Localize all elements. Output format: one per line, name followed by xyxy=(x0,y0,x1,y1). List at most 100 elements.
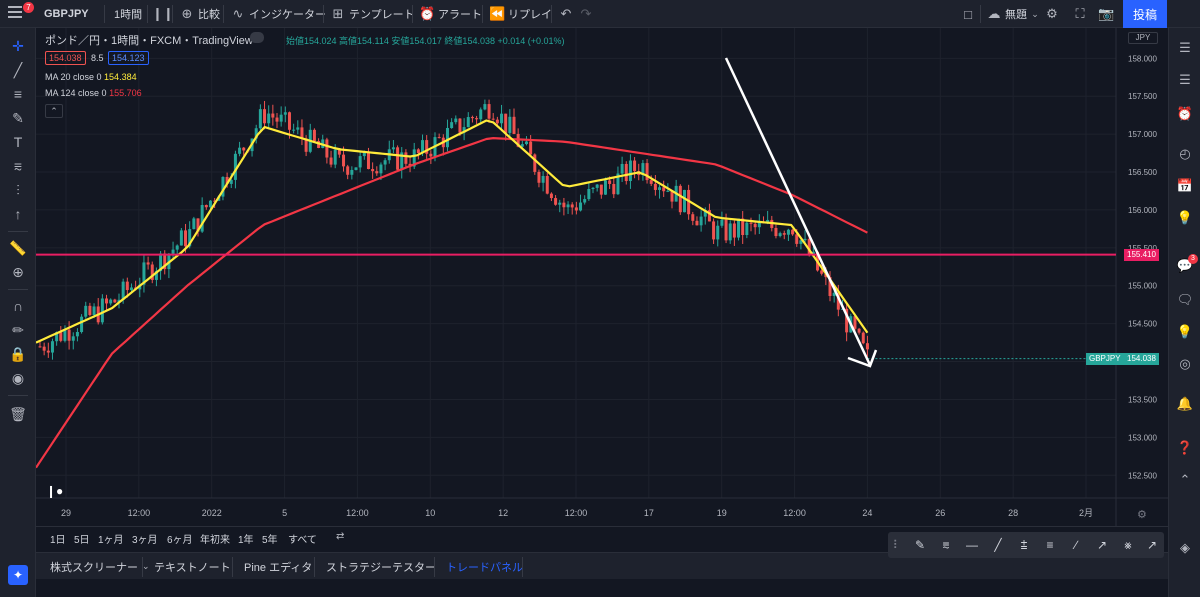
toggle-pill-icon[interactable] xyxy=(250,32,264,43)
compare-button[interactable]: ⊕ 比較 xyxy=(179,0,220,28)
period-5y[interactable]: 5年 xyxy=(262,535,278,546)
ruler-icon[interactable]: 📏 xyxy=(9,239,27,256)
time-tick-label: 12:00 xyxy=(128,508,151,518)
arrow-up-icon[interactable]: ↑ xyxy=(14,206,22,222)
zoom-in-icon[interactable]: ⊕ xyxy=(12,263,24,280)
hotlist-icon[interactable]: ☰ xyxy=(1179,72,1191,87)
drag-handle-icon[interactable]: ⠇ xyxy=(892,538,902,552)
pencil-lock-icon[interactable]: ✏ xyxy=(12,321,24,338)
period-3m[interactable]: 3ヶ月 xyxy=(132,535,158,546)
pattern-icon[interactable]: ⩳ xyxy=(13,157,23,174)
alert-button[interactable]: ⏰ アラート xyxy=(419,0,482,28)
top-toolbar: 7 GBPJPY 1時間 ❙❙ ⊕ 比較 ∿ インジケーター ⊞ テンプレート ⏰ アラ… xyxy=(0,0,1200,28)
tab-trading-panel[interactable]: トレードパネル xyxy=(446,561,523,574)
collapse-panel-icon[interactable]: ⌃ xyxy=(1179,472,1191,487)
sell-price-box[interactable]: 154.038 xyxy=(45,51,86,65)
undo-button[interactable]: ↶ xyxy=(558,0,577,28)
interval-button[interactable]: 1時間 xyxy=(114,9,143,21)
parallel-channel-icon[interactable]: ≡ xyxy=(1046,538,1054,552)
period-ytd[interactable]: 年初来 xyxy=(200,535,230,546)
crosshair-icon[interactable]: ✛ xyxy=(12,37,24,54)
brush-icon[interactable]: ✎ xyxy=(914,538,926,552)
alerts-icon[interactable]: ⏰ xyxy=(1176,106,1194,121)
path-icon[interactable]: ⩳ xyxy=(942,537,950,552)
text-icon[interactable]: T xyxy=(13,134,23,150)
symbol-search[interactable]: GBPJPY xyxy=(44,8,89,20)
settings-button[interactable]: ⚙ xyxy=(1044,0,1063,28)
data-window-icon[interactable]: ◴ xyxy=(1179,146,1191,161)
stream-icon[interactable]: 💡 xyxy=(1176,324,1194,339)
arrow-icon[interactable]: ↗ xyxy=(1146,538,1158,552)
brush-icon[interactable]: ✎ xyxy=(12,109,24,126)
eye-icon[interactable]: ◉ xyxy=(11,369,25,386)
price-tick-label: 156.500 xyxy=(1128,168,1157,177)
period-5d[interactable]: 5日 xyxy=(74,535,90,546)
chevron-up-icon[interactable]: ⌃ xyxy=(45,104,63,118)
period-1y[interactable]: 1年 xyxy=(238,535,254,546)
period-1d[interactable]: 1日 xyxy=(50,535,66,546)
layout-name-button[interactable]: ☁ 無題 ⌄ xyxy=(986,0,1046,28)
period-all[interactable]: すべて xyxy=(288,535,317,546)
candle-body xyxy=(113,299,117,303)
replay-button[interactable]: ⏪ リプレイ xyxy=(489,0,552,28)
candle-body xyxy=(824,273,828,278)
axis-settings-gear-icon[interactable]: ⚙ xyxy=(1137,509,1147,521)
candle-body xyxy=(811,251,815,256)
period-6m[interactable]: 6ヶ月 xyxy=(167,535,193,546)
redo-button[interactable]: ↷ xyxy=(578,0,597,28)
fullscreen-button[interactable]: ⛶ xyxy=(1072,0,1091,28)
tab-screener[interactable]: 株式スクリーナー ⌄ xyxy=(50,553,150,580)
watchlist-icon[interactable]: ☰ xyxy=(1179,40,1191,55)
candle-body xyxy=(566,204,570,208)
candle-body xyxy=(587,189,591,200)
templates-button[interactable]: ⊞ テンプレート xyxy=(330,0,415,28)
post-button[interactable]: 投稿 xyxy=(1123,0,1167,28)
price-chart[interactable]: 158.000 157.500 157.000 156.500 156.000 155.5… xyxy=(36,28,1168,526)
period-1m[interactable]: 1ヶ月 xyxy=(98,535,124,546)
lock-icon[interactable]: 🔒 xyxy=(9,345,27,362)
layers-icon[interactable]: ◈ xyxy=(1180,540,1190,555)
elliott-wave-icon[interactable]: ⩲ xyxy=(1020,537,1028,552)
currency-button[interactable]: JPY xyxy=(1128,32,1158,44)
fib-icon[interactable]: ≡ xyxy=(13,86,23,102)
candle-body xyxy=(724,219,728,241)
forecast-icon[interactable]: ⫶ xyxy=(16,181,20,198)
calendar-icon[interactable]: 📅 xyxy=(1176,178,1194,193)
ray-icon[interactable]: ↗ xyxy=(1096,538,1108,552)
candle-body xyxy=(728,223,732,241)
ma124-legend[interactable]: MA 124 close 0 155.706 xyxy=(45,88,142,98)
object-tree-icon[interactable]: ✦ xyxy=(8,565,28,585)
candle-body xyxy=(653,183,657,190)
candle-body xyxy=(271,113,275,118)
layout-toggle-button[interactable]: □ xyxy=(960,0,979,28)
tab-strategy-tester[interactable]: ストラテジーテスター xyxy=(326,561,436,574)
tab-text-notes[interactable]: テキストノート xyxy=(154,561,231,574)
trash-icon[interactable]: 🗑 xyxy=(9,405,27,422)
notification-bell-icon[interactable]: 🔔 xyxy=(1176,396,1194,411)
buy-price-box[interactable]: 154.123 xyxy=(108,51,149,65)
messages-icon[interactable]: 🗨 xyxy=(1176,292,1194,307)
help-icon[interactable]: ❓ xyxy=(1176,440,1194,455)
candle-body xyxy=(786,229,790,235)
ma20-legend[interactable]: MA 20 close 0 154.384 xyxy=(45,72,137,82)
xabcd-pattern-icon[interactable]: ⨳ xyxy=(1124,537,1132,552)
indicators-button[interactable]: ∿ インジケーター xyxy=(230,0,326,28)
trend-line-icon[interactable]: ╱ xyxy=(13,61,23,78)
trend-line-icon[interactable]: ╱ xyxy=(994,538,1002,552)
candle-body xyxy=(159,253,163,272)
menu-icon[interactable] xyxy=(8,6,22,18)
date-range-icon[interactable]: ⇄ xyxy=(336,531,345,542)
candle-body xyxy=(836,292,840,310)
ideas-icon[interactable]: 💡 xyxy=(1176,210,1194,225)
candle-body xyxy=(545,176,549,194)
cloud-icon: ☁ xyxy=(987,6,1001,21)
broadcast-icon[interactable]: ◎ xyxy=(1179,356,1191,371)
magnet-icon[interactable]: ∩ xyxy=(12,298,24,314)
candle-body xyxy=(329,157,333,165)
horizontal-ray-icon[interactable]: — xyxy=(966,538,978,552)
chart-type-button[interactable]: ❙❙ xyxy=(152,0,174,28)
tab-pine-editor[interactable]: Pine エディタ xyxy=(244,561,313,574)
candle-body xyxy=(828,277,832,296)
extended-line-icon[interactable]: ∕ xyxy=(1074,538,1077,552)
snapshot-button[interactable]: 📷 xyxy=(1098,0,1117,28)
